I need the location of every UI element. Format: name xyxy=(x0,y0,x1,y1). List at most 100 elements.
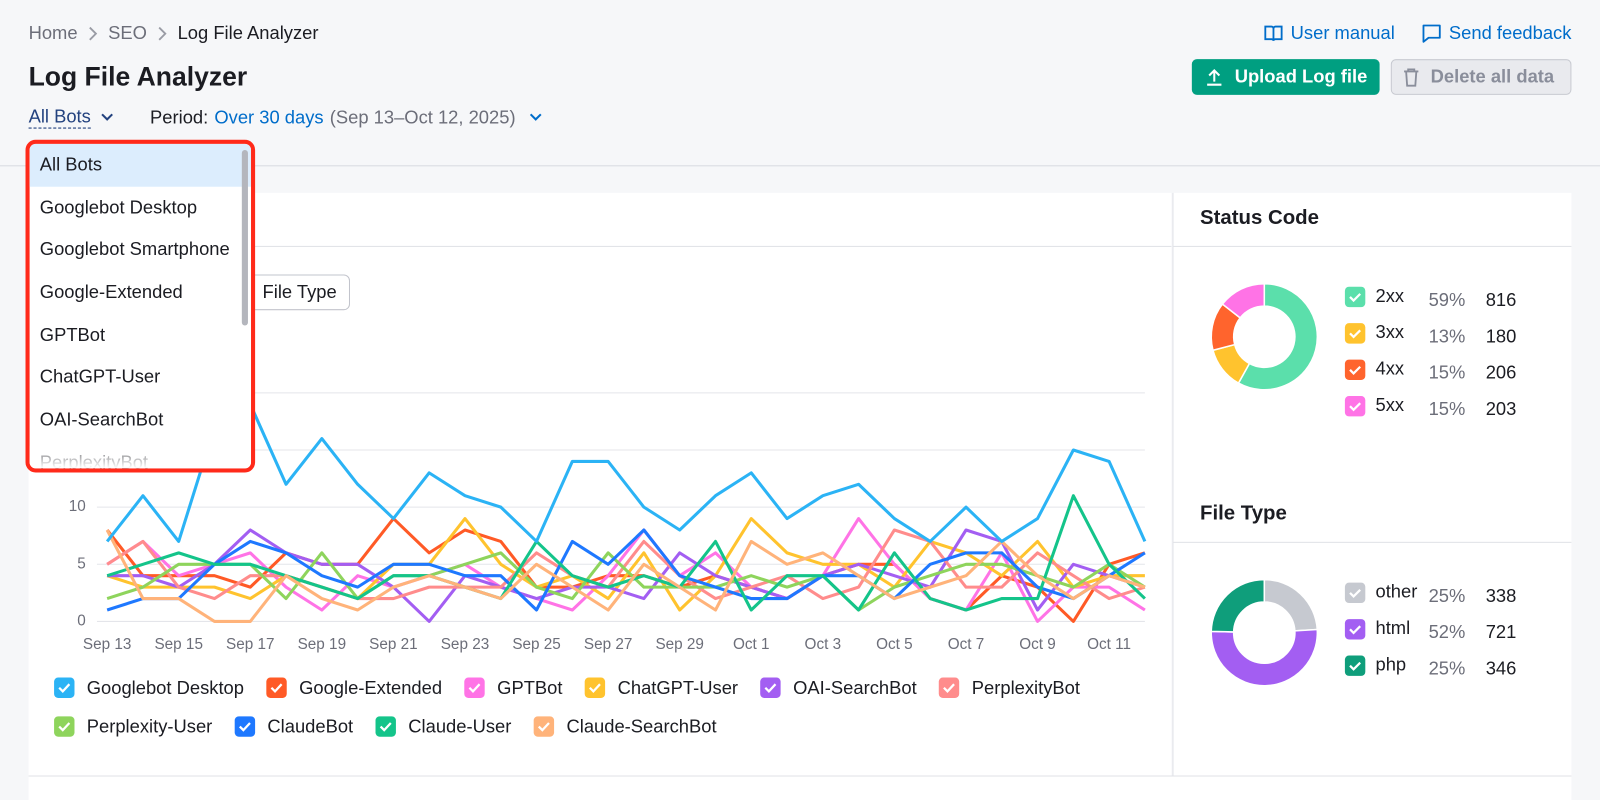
legend-label: 4xx xyxy=(1376,358,1405,379)
check-icon xyxy=(468,683,481,693)
x-tick-label: Oct 7 xyxy=(948,636,985,653)
series-line xyxy=(107,528,1146,623)
legend-checkbox[interactable] xyxy=(1344,359,1366,380)
check-icon xyxy=(58,722,71,732)
delete-button[interactable]: Delete all data xyxy=(1390,59,1572,95)
legend-label: ChatGPT-User xyxy=(617,677,739,698)
legend-checkbox[interactable] xyxy=(234,716,256,737)
card-divider xyxy=(1173,541,1572,543)
button-text: Delete all data xyxy=(1430,66,1555,87)
legend-item[interactable]: PerplexityBot xyxy=(939,676,1080,700)
legend-item[interactable]: OAI-SearchBot xyxy=(760,676,917,700)
checkbox-box xyxy=(1344,286,1366,308)
series-line xyxy=(105,529,1146,623)
button-text: Upload Log file xyxy=(1234,66,1368,87)
dropdown-option[interactable]: Googlebot Desktop xyxy=(39,196,198,218)
legend-checkbox[interactable] xyxy=(1344,619,1366,640)
legend-item[interactable]: ChatGPT-User xyxy=(584,676,739,700)
series-line xyxy=(106,528,1146,601)
card-title: Status Code xyxy=(1200,207,1319,229)
checkbox-box xyxy=(1344,323,1366,344)
dropdown-option[interactable]: ChatGPT-User xyxy=(39,366,161,388)
x-tick-label: Oct 3 xyxy=(805,636,842,653)
breadcrumb-link[interactable]: Home xyxy=(28,22,78,43)
x-tick-label: Sep 19 xyxy=(298,636,346,653)
legend-checkbox[interactable] xyxy=(939,677,960,698)
dropdown-option[interactable]: Google-Extended xyxy=(39,281,183,303)
legend-percent: 13% xyxy=(1429,325,1466,346)
legend-item[interactable]: ClaudeBot xyxy=(234,714,354,738)
series-line xyxy=(106,494,1146,612)
check xyxy=(1349,661,1361,671)
legend-checkbox[interactable] xyxy=(760,677,781,698)
breadcrumb-link[interactable]: SEO xyxy=(108,22,147,43)
trash-icon xyxy=(1404,67,1419,87)
check xyxy=(1349,589,1361,599)
period-value[interactable]: Over 30 days xyxy=(214,106,324,128)
legend-checkbox[interactable] xyxy=(375,716,397,737)
legend-item[interactable]: Perplexity-User xyxy=(54,714,212,738)
legend-checkbox[interactable] xyxy=(1344,323,1366,344)
dropdown-option[interactable]: GPTBot xyxy=(39,324,106,345)
legend-item[interactable]: Googlebot Desktop xyxy=(54,676,244,700)
legend-checkbox[interactable] xyxy=(1344,582,1366,604)
legend-checkbox[interactable] xyxy=(464,677,485,698)
x-tick-label: Sep 27 xyxy=(584,636,632,653)
legend-checkbox[interactable] xyxy=(54,716,75,737)
donut-segment xyxy=(1210,628,1319,687)
x-tick-label: Sep 21 xyxy=(369,636,417,653)
chevron xyxy=(89,26,98,40)
series-line xyxy=(105,402,1147,543)
legend-label: PerplexityBot xyxy=(971,677,1081,698)
legend-checkbox[interactable] xyxy=(266,677,287,698)
check-icon xyxy=(589,683,602,693)
legend-checkbox[interactable] xyxy=(1344,286,1366,308)
checkbox-box xyxy=(1344,655,1366,676)
next-card xyxy=(28,776,1572,800)
check xyxy=(943,683,956,693)
legend-count: 338 xyxy=(1486,585,1517,606)
dropdown-option[interactable]: All Bots xyxy=(29,143,252,187)
legend-count: 346 xyxy=(1486,658,1517,679)
card-divider xyxy=(1173,245,1572,247)
legend-checkbox[interactable] xyxy=(54,677,75,698)
legend-checkbox[interactable] xyxy=(584,677,606,698)
legend-item[interactable]: GPTBot xyxy=(464,676,562,700)
y-tick-label: 10 xyxy=(69,498,86,515)
legend-label: ClaudeBot xyxy=(267,715,354,737)
donut-segment xyxy=(1221,282,1266,319)
legend-label: 3xx xyxy=(1376,321,1405,342)
check xyxy=(239,722,251,732)
legend-checkbox[interactable] xyxy=(1344,396,1366,417)
period-label: Period: xyxy=(150,106,209,128)
legend-label: Claude-User xyxy=(408,715,512,737)
card-title: File Type xyxy=(1200,503,1287,525)
chart-legend: Googlebot Desktop Google-Extended GPTBot Ch… xyxy=(54,676,1156,739)
dropdown-option[interactable]: Googlebot Smartphone xyxy=(39,239,230,260)
dropdown-option[interactable]: OAI-SearchBot xyxy=(39,409,164,430)
check xyxy=(538,722,550,732)
legend-label: other xyxy=(1376,581,1418,602)
link-text: Send feedback xyxy=(1448,22,1572,43)
legend-checkbox[interactable] xyxy=(1344,655,1366,676)
legend-item[interactable]: Claude-User xyxy=(375,714,512,738)
legend-checkbox[interactable] xyxy=(533,716,555,737)
legend-count: 180 xyxy=(1486,325,1517,346)
legend-label: Google-Extended xyxy=(299,677,443,698)
breadcrumb: Home SEO Log File Analyzer xyxy=(29,22,319,43)
legend-label: php xyxy=(1376,654,1407,675)
legend-item[interactable]: Claude-SearchBot xyxy=(533,714,717,738)
bot-filter[interactable]: All Bots xyxy=(28,106,91,129)
x-tick-label: Sep 17 xyxy=(226,636,274,653)
check xyxy=(764,683,777,693)
x-tick-label: Sep 25 xyxy=(512,636,560,653)
legend-percent: 52% xyxy=(1429,621,1466,642)
user-manual-link[interactable]: User manual xyxy=(1263,22,1395,43)
upload-button[interactable]: Upload Log file xyxy=(1191,59,1380,95)
legend-label: Claude-SearchBot xyxy=(566,715,717,737)
feedback-link[interactable]: Send feedback xyxy=(1421,22,1571,43)
breadcrumb-current: Log File Analyzer xyxy=(177,22,319,43)
legend-item[interactable]: Google-Extended xyxy=(266,676,442,700)
check xyxy=(1349,293,1361,303)
check-icon xyxy=(764,683,777,693)
